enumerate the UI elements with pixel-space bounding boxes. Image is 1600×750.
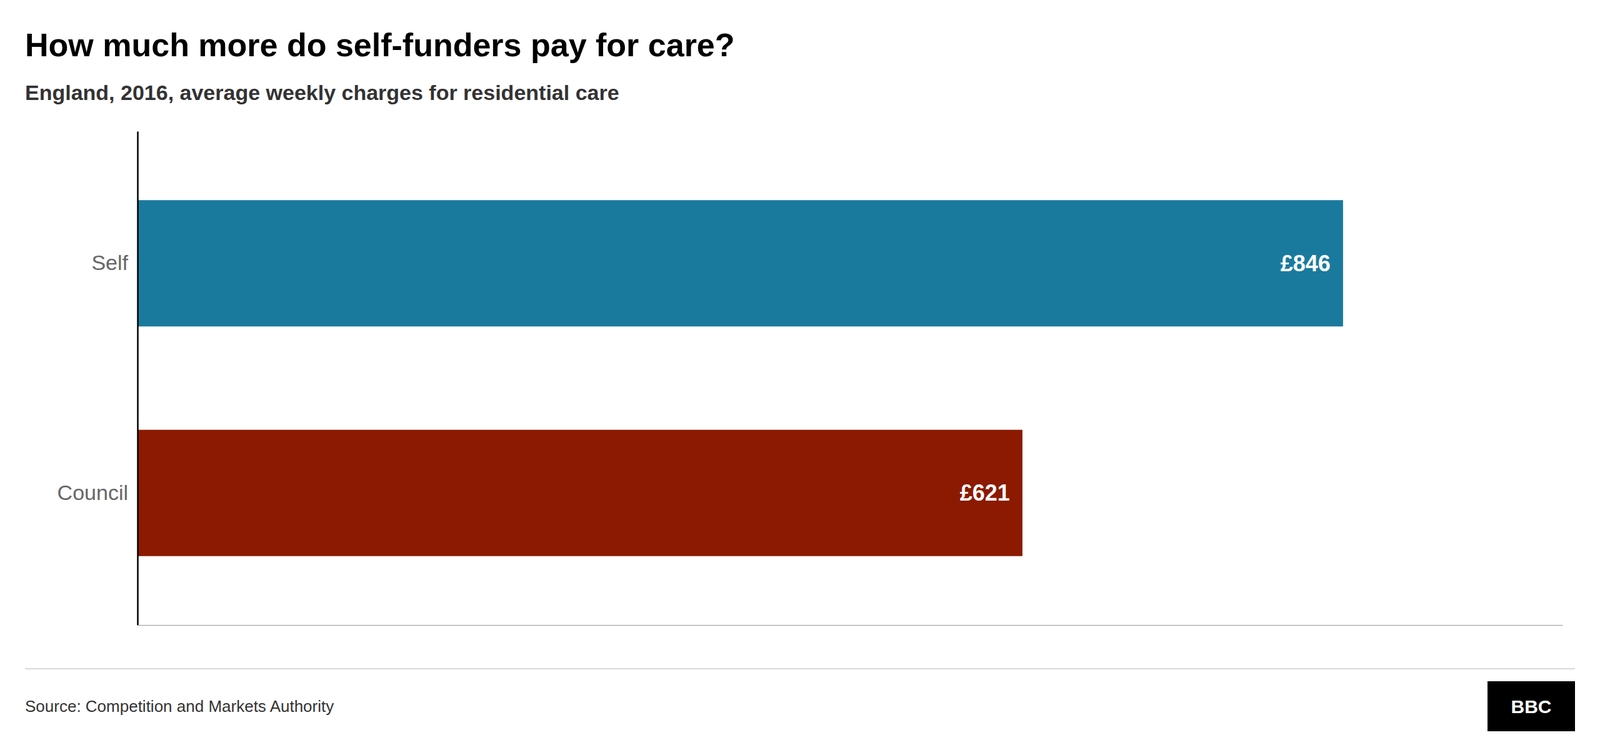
footer-rule bbox=[25, 668, 1575, 670]
y-tick: Self bbox=[91, 250, 129, 275]
y-axis: Self Council bbox=[57, 131, 139, 626]
bar bbox=[137, 430, 1023, 557]
y-tick: Council bbox=[57, 480, 129, 505]
title: How much more do self-funders pay for ca… bbox=[25, 26, 735, 64]
subtitle: England, 2016, average weekly charges fo… bbox=[25, 80, 620, 105]
data-labels: £846 £621 bbox=[960, 250, 1331, 506]
logo-box bbox=[1487, 681, 1575, 732]
bars bbox=[137, 200, 1344, 557]
bar bbox=[137, 200, 1344, 327]
y-axis-line bbox=[136, 131, 139, 626]
logo: BBC bbox=[1511, 696, 1552, 717]
data-label: £846 bbox=[1280, 250, 1331, 277]
source: Source: Competition and Markets Authorit… bbox=[25, 696, 334, 716]
x-axis bbox=[138, 625, 1564, 626]
x-axis-line bbox=[138, 625, 1564, 626]
chart: How much more do self-funders pay for ca… bbox=[0, 0, 1600, 750]
y-tick-label: Self bbox=[91, 250, 129, 275]
data-label: £621 bbox=[960, 480, 1010, 506]
background bbox=[0, 0, 1600, 750]
y-tick-label: Council bbox=[57, 480, 129, 505]
